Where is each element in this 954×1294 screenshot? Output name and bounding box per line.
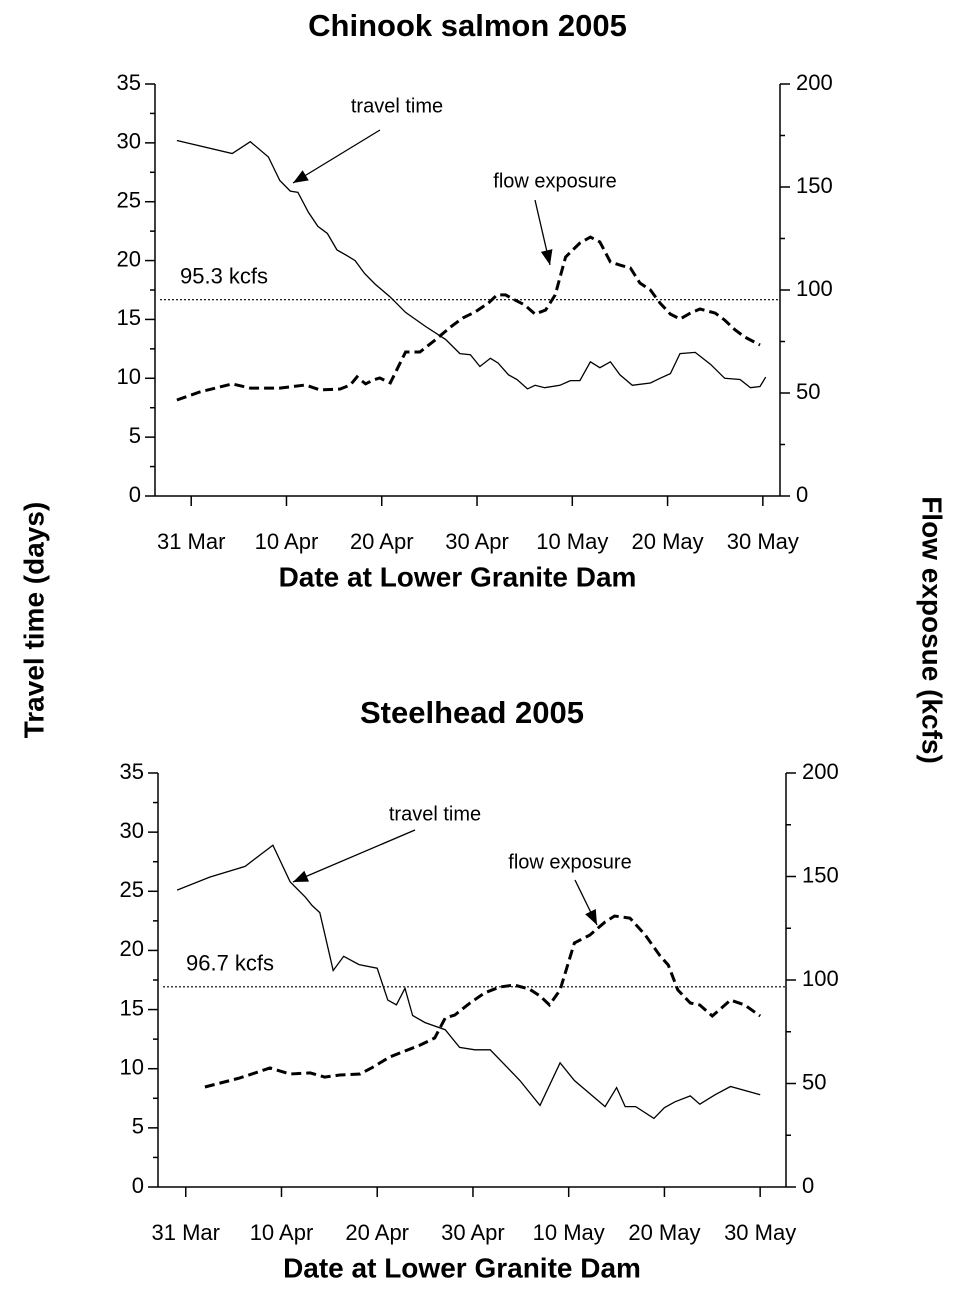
y-tick-label: 35 xyxy=(117,70,141,95)
arrow-head xyxy=(293,870,309,882)
x-tick-label: 10 Apr xyxy=(255,529,319,554)
y-tick-label: 15 xyxy=(120,995,144,1020)
x-tick-label: 31 Mar xyxy=(157,529,225,554)
x-tick-label: 20 Apr xyxy=(345,1220,409,1245)
y-tick-label: 30 xyxy=(117,129,141,154)
annotation: flow exposure xyxy=(508,851,631,873)
x-tick-label: 10 May xyxy=(533,1220,605,1245)
annotation: travel time xyxy=(389,803,481,825)
x-axis-label: Date at Lower Granite Dam xyxy=(279,561,637,592)
reference-label: 95.3 kcfs xyxy=(180,263,268,288)
x-axis-label: Date at Lower Granite Dam xyxy=(283,1252,641,1283)
y-tick-label: 5 xyxy=(129,423,141,448)
x-tick-label: 10 Apr xyxy=(250,1220,314,1245)
annotation-arrow xyxy=(292,829,416,883)
annotation: travel time xyxy=(351,95,443,117)
y2-tick-label: 150 xyxy=(802,862,839,887)
series-line xyxy=(176,139,767,390)
x-tick-label: 10 May xyxy=(536,529,608,554)
annotation: flow exposure xyxy=(493,170,616,192)
y-tick-label: 20 xyxy=(117,246,141,271)
y-tick-label: 15 xyxy=(117,305,141,330)
x-tick-label: 20 May xyxy=(631,529,703,554)
annotation-arrow xyxy=(292,129,381,184)
y-tick-label: 5 xyxy=(132,1114,144,1139)
x-tick-label: 30 Apr xyxy=(441,1220,505,1245)
x-tick-label: 20 Apr xyxy=(350,529,414,554)
y-tick-label: 10 xyxy=(117,364,141,389)
y2-tick-label: 150 xyxy=(796,173,833,198)
y-tick-label: 10 xyxy=(120,1055,144,1080)
y-axis-label: Travel time (days) xyxy=(18,502,49,739)
y2-tick-label: 200 xyxy=(796,70,833,95)
arrow-head xyxy=(293,170,309,183)
y-tick-label: 0 xyxy=(129,482,141,507)
arrow-head xyxy=(540,249,553,265)
y2-tick-label: 0 xyxy=(796,482,808,507)
y-tick-label: 35 xyxy=(120,759,144,784)
series-line xyxy=(176,235,761,402)
y2-tick-label: 100 xyxy=(796,276,833,301)
series-line xyxy=(176,844,761,1120)
x-tick-label: 30 May xyxy=(727,529,799,554)
reference-label: 96.7 kcfs xyxy=(186,951,274,976)
series-line xyxy=(204,914,762,1089)
chart-title: Steelhead 2005 xyxy=(360,695,584,730)
x-tick-label: 20 May xyxy=(628,1220,700,1245)
x-tick-label: 30 Apr xyxy=(445,529,509,554)
y-tick-label: 0 xyxy=(132,1173,144,1198)
y2-axis-label: Flow exposue (kcfs) xyxy=(917,496,948,764)
x-tick-label: 30 May xyxy=(724,1220,796,1245)
y-tick-label: 25 xyxy=(120,877,144,902)
chart-title: Chinook salmon 2005 xyxy=(308,8,627,43)
y-tick-label: 25 xyxy=(117,188,141,213)
y-tick-label: 20 xyxy=(120,936,144,961)
y2-tick-label: 50 xyxy=(796,379,820,404)
y-tick-label: 30 xyxy=(120,818,144,843)
y2-tick-label: 0 xyxy=(802,1173,814,1198)
arrow-head xyxy=(585,909,597,925)
y2-tick-label: 100 xyxy=(802,966,839,991)
x-tick-label: 31 Mar xyxy=(152,1220,220,1245)
y2-tick-label: 50 xyxy=(802,1069,826,1094)
y2-tick-label: 200 xyxy=(802,759,839,784)
